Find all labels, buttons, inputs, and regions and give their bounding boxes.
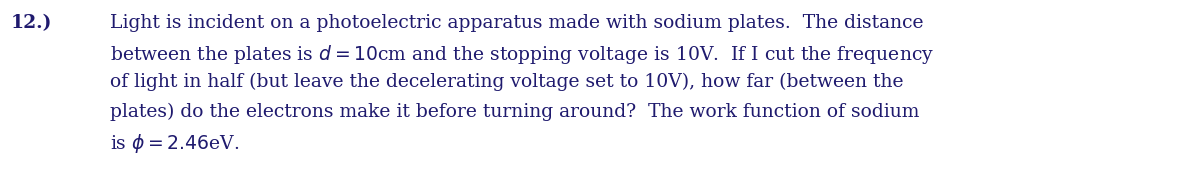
- Text: of light in half (but leave the decelerating voltage set to 10V), how far (betwe: of light in half (but leave the decelera…: [110, 73, 904, 91]
- Text: plates) do the electrons make it before turning around?  The work function of so: plates) do the electrons make it before …: [110, 102, 919, 121]
- Text: 12.): 12.): [11, 14, 52, 32]
- Text: Light is incident on a photoelectric apparatus made with sodium plates.  The dis: Light is incident on a photoelectric app…: [110, 14, 924, 32]
- Text: is $\phi = 2.46$eV.: is $\phi = 2.46$eV.: [110, 132, 240, 155]
- Text: between the plates is $d = 10$cm and the stopping voltage is 10V.  If I cut the : between the plates is $d = 10$cm and the…: [110, 44, 934, 67]
